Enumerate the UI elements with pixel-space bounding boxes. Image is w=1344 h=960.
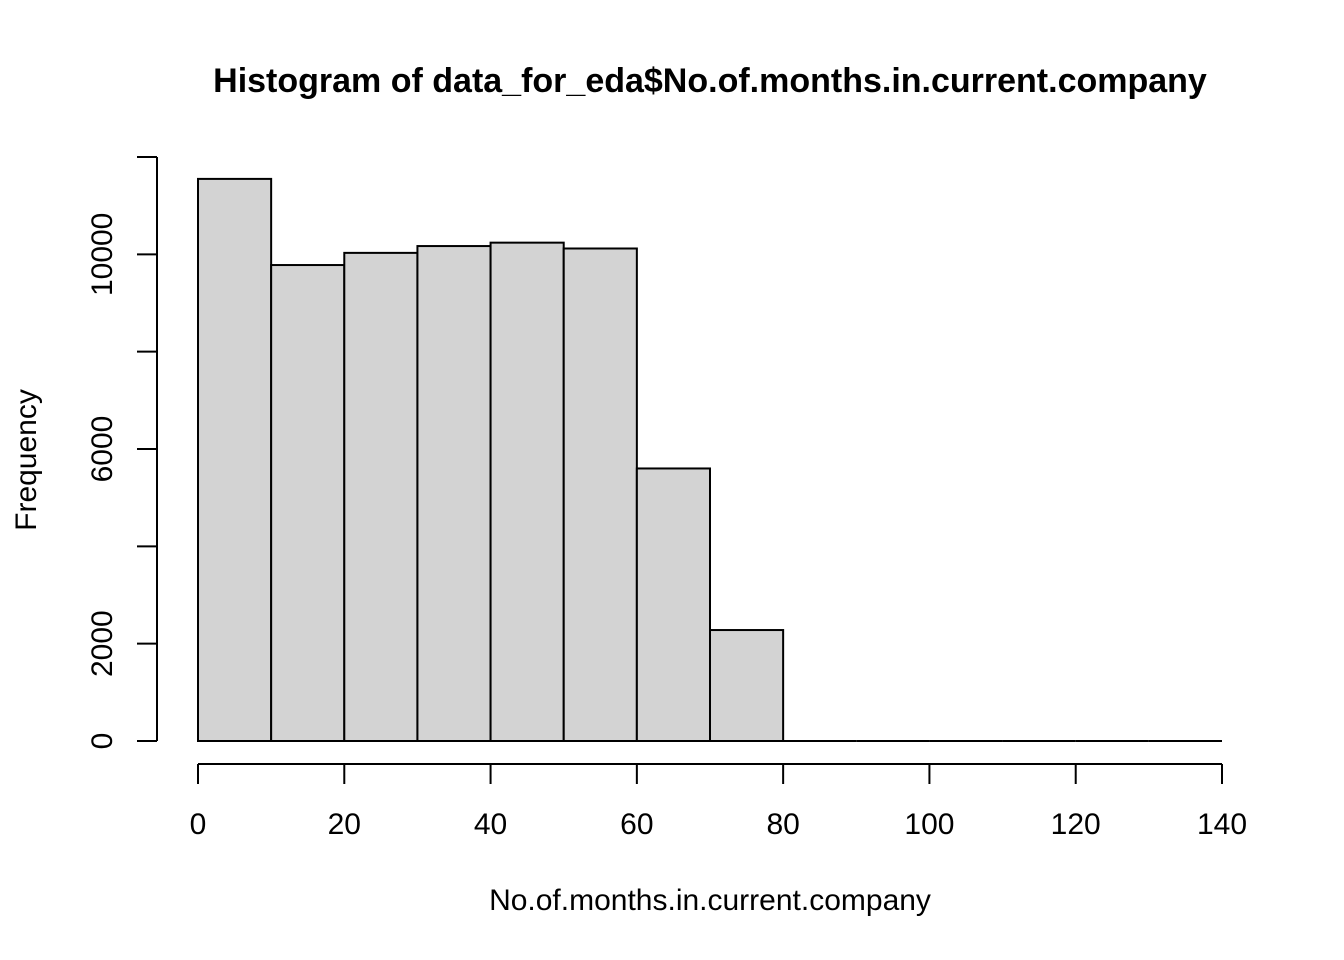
x-tick-label: 120 bbox=[1051, 808, 1101, 841]
x-axis: 0 20 40 60 80 100 120 140 bbox=[190, 763, 1247, 841]
histogram-bar-7 bbox=[709, 629, 785, 742]
x-tick-label: 140 bbox=[1197, 808, 1247, 841]
y-axis-label: Frequency bbox=[10, 389, 43, 531]
x-tick-label: 80 bbox=[766, 808, 799, 841]
chart-title: Histogram of data_for_eda$No.of.months.i… bbox=[213, 62, 1207, 100]
histogram-bar-6 bbox=[635, 467, 711, 742]
x-axis-label: No.of.months.in.current.company bbox=[489, 884, 931, 917]
y-axis: 0 2000 6000 10000 bbox=[86, 156, 158, 750]
y-tick-label: 2000 bbox=[86, 610, 119, 677]
x-tick-label: 20 bbox=[328, 808, 361, 841]
y-tick-label: 10000 bbox=[86, 213, 119, 296]
x-tick-label: 100 bbox=[904, 808, 954, 841]
histogram-bar-5 bbox=[562, 247, 638, 742]
x-tick-label: 0 bbox=[190, 808, 207, 841]
x-tick-label: 40 bbox=[474, 808, 507, 841]
histogram-bar-1 bbox=[270, 264, 346, 742]
y-tick-label: 0 bbox=[86, 733, 119, 750]
bars-group bbox=[197, 177, 1222, 743]
x-tick-label: 60 bbox=[620, 808, 653, 841]
histogram-bar-0 bbox=[197, 177, 273, 742]
histogram-bar-3 bbox=[416, 245, 492, 742]
histogram-bar-4 bbox=[489, 241, 565, 743]
histogram-bar-2 bbox=[343, 251, 419, 743]
y-tick-label: 6000 bbox=[86, 416, 119, 483]
